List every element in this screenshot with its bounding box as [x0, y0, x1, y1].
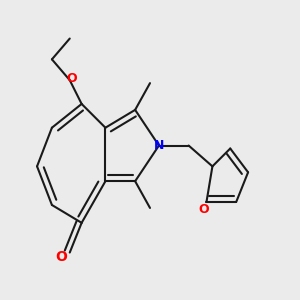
- Text: O: O: [66, 72, 76, 85]
- Text: N: N: [154, 139, 164, 152]
- Text: O: O: [55, 250, 67, 264]
- Text: O: O: [198, 203, 209, 216]
